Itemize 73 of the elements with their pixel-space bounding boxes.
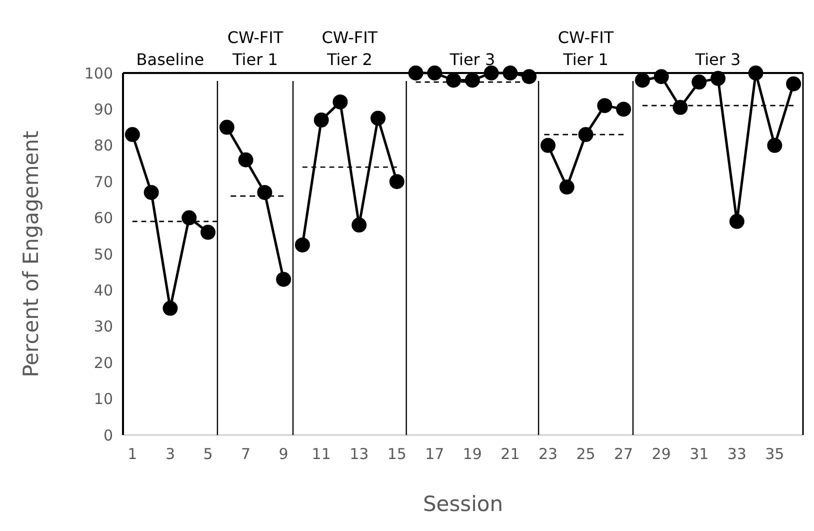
x-tick-label: 35	[765, 445, 784, 463]
text: Tier 3	[694, 50, 741, 69]
point	[162, 300, 178, 316]
point	[522, 69, 537, 84]
x-tick-label: 13	[350, 445, 369, 463]
y-tick-label: 80	[94, 136, 113, 155]
text: Tier 3	[448, 50, 496, 69]
point	[767, 138, 782, 153]
point	[332, 94, 348, 110]
point	[124, 127, 140, 142]
text: CW-FIT Tier 1	[558, 28, 614, 69]
y-tick-label: 90	[94, 100, 113, 118]
point	[578, 127, 594, 142]
point	[484, 66, 499, 80]
point	[748, 66, 764, 80]
x-tick-label: 31	[690, 445, 709, 463]
point	[276, 272, 292, 287]
y-axis-title: Percent of Engagement	[19, 130, 43, 378]
point	[314, 112, 329, 128]
point	[634, 72, 650, 88]
point	[389, 174, 404, 190]
y-tick-label: 0	[103, 426, 113, 444]
point	[238, 152, 254, 168]
x-tick-label: 19	[462, 445, 482, 463]
point	[692, 74, 707, 90]
x-tick-label: 11	[312, 445, 331, 463]
text: CW-FIT Tier 2	[322, 28, 378, 69]
y-tick-label: 70	[94, 172, 113, 191]
point	[352, 218, 367, 233]
point	[144, 184, 159, 200]
point	[710, 70, 726, 86]
point	[729, 214, 744, 229]
point	[408, 66, 424, 80]
x-tick-label: 33	[727, 445, 746, 463]
point	[502, 66, 518, 80]
x-tick-label: 17	[425, 445, 444, 463]
point	[370, 110, 386, 126]
point	[182, 210, 197, 226]
point	[616, 102, 632, 117]
x-tick-label: 25	[576, 445, 596, 463]
y-tick-label: 40	[94, 281, 113, 300]
x-tick-label: 1	[128, 445, 138, 463]
y-tick-label: 60	[94, 209, 113, 228]
text: Baseline	[136, 50, 204, 69]
point	[257, 184, 272, 200]
text: CW-FIT Tier 1	[227, 28, 284, 69]
point	[200, 224, 216, 240]
point	[294, 237, 310, 252]
point	[464, 72, 480, 88]
point	[786, 76, 802, 92]
x-tick-label: 9	[278, 445, 288, 463]
x-tick-label: 5	[203, 445, 213, 463]
x-axis-title: Session	[422, 492, 504, 516]
point	[559, 180, 574, 195]
x-tick-label: 3	[165, 445, 175, 463]
point	[540, 138, 556, 153]
point	[219, 120, 234, 135]
x-tick-label: 7	[241, 445, 251, 463]
point	[427, 66, 442, 80]
x-tick-label: 21	[500, 445, 520, 463]
point	[654, 69, 669, 84]
x-tick-label: 15	[387, 445, 406, 463]
y-tick-label: 20	[94, 354, 113, 372]
y-tick-label: 10	[94, 390, 113, 408]
point	[597, 98, 612, 114]
y-tick-label: 50	[94, 245, 113, 264]
point	[672, 100, 688, 115]
y-tick-label: 100	[84, 64, 113, 82]
point	[446, 72, 462, 88]
x-tick-label: 27	[614, 445, 634, 463]
y-tick-label: 30	[94, 318, 113, 336]
x-tick-label: 29	[652, 445, 671, 463]
x-tick-label: 23	[538, 445, 558, 463]
